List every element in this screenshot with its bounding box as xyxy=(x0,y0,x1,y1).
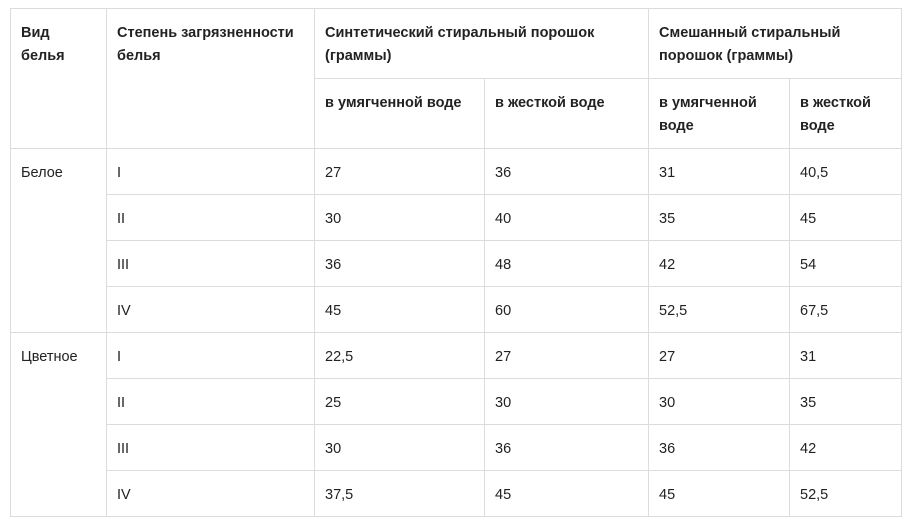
table-row: II 25 30 30 35 xyxy=(11,378,903,425)
synthetic-hard-cell: 36 xyxy=(483,424,650,471)
synthetic-hard-cell: 36 xyxy=(483,148,650,195)
header-synthetic-hard-water: в жесткой воде xyxy=(483,78,650,149)
mixed-soft-cell: 42 xyxy=(648,240,791,287)
header-mixed-hard-water: в жесткой воде xyxy=(789,78,903,149)
degree-cell: I xyxy=(106,332,315,379)
synthetic-soft-cell: 36 xyxy=(314,240,485,287)
detergent-table: Вид белья Степень загрязненности белья С… xyxy=(10,8,903,517)
mixed-soft-cell: 35 xyxy=(648,194,791,241)
degree-cell: III xyxy=(106,424,315,471)
synthetic-hard-cell: 60 xyxy=(483,286,650,333)
header-synthetic-powder: Синтетический стиральный порошок (граммы… xyxy=(313,8,650,79)
laundry-type-cell: Белое xyxy=(10,148,107,333)
synthetic-soft-cell: 27 xyxy=(314,148,485,195)
mixed-hard-cell: 31 xyxy=(789,332,903,379)
header-mixed-soft-water: в умягченной воде xyxy=(648,78,791,149)
header-laundry-type: Вид белья xyxy=(10,8,107,149)
laundry-type-cell: Цветное xyxy=(10,332,107,517)
table-row: IV 45 60 52,5 67,5 xyxy=(11,286,903,333)
mixed-hard-cell: 67,5 xyxy=(789,286,903,333)
synthetic-hard-cell: 48 xyxy=(483,240,650,287)
synthetic-soft-cell: 45 xyxy=(314,286,485,333)
mixed-soft-cell: 31 xyxy=(648,148,791,195)
mixed-hard-cell: 42 xyxy=(789,424,903,471)
mixed-hard-cell: 45 xyxy=(789,194,903,241)
table-row: III 36 48 42 54 xyxy=(11,240,903,287)
mixed-soft-cell: 30 xyxy=(648,378,791,425)
synthetic-soft-cell: 25 xyxy=(314,378,485,425)
synthetic-soft-cell: 30 xyxy=(314,424,485,471)
synthetic-soft-cell: 37,5 xyxy=(314,470,485,517)
degree-cell: I xyxy=(106,148,315,195)
header-row-2: в умягченной воде в жесткой воде в умягч… xyxy=(11,78,903,149)
mixed-hard-cell: 52,5 xyxy=(789,470,903,517)
table-header: Вид белья Степень загрязненности белья С… xyxy=(10,8,903,149)
degree-cell: IV xyxy=(106,286,315,333)
mixed-hard-cell: 35 xyxy=(789,378,903,425)
mixed-soft-cell: 45 xyxy=(648,470,791,517)
header-synthetic-soft-water: в умягченной воде xyxy=(314,78,485,149)
table-row: IV 37,5 45 45 52,5 xyxy=(11,470,903,517)
synthetic-hard-cell: 30 xyxy=(483,378,650,425)
synthetic-hard-cell: 40 xyxy=(483,194,650,241)
table-row: II 30 40 35 45 xyxy=(11,194,903,241)
table-row: Белое I 27 36 31 40,5 xyxy=(10,148,903,333)
table-body: Белое I 27 36 31 40,5 II 30 40 35 45 III… xyxy=(10,148,903,517)
mixed-hard-cell: 40,5 xyxy=(789,148,903,195)
header-mixed-powder: Смешанный стиральный порошок (граммы) xyxy=(648,8,903,79)
synthetic-soft-cell: 22,5 xyxy=(314,332,485,379)
header-row-1: Вид белья Степень загрязненности белья С… xyxy=(10,8,903,149)
mixed-soft-cell: 52,5 xyxy=(648,286,791,333)
degree-cell: III xyxy=(106,240,315,287)
degree-cell: IV xyxy=(106,470,315,517)
degree-cell: II xyxy=(106,194,315,241)
mixed-soft-cell: 36 xyxy=(648,424,791,471)
table-row: III 30 36 36 42 xyxy=(11,424,903,471)
mixed-hard-cell: 54 xyxy=(789,240,903,287)
table-row: Цветное I 22,5 27 27 31 xyxy=(10,332,903,517)
synthetic-hard-cell: 45 xyxy=(483,470,650,517)
synthetic-hard-cell: 27 xyxy=(483,332,650,379)
synthetic-soft-cell: 30 xyxy=(314,194,485,241)
degree-cell: II xyxy=(106,378,315,425)
header-soil-degree: Степень загрязненности белья xyxy=(106,8,315,149)
mixed-soft-cell: 27 xyxy=(648,332,791,379)
